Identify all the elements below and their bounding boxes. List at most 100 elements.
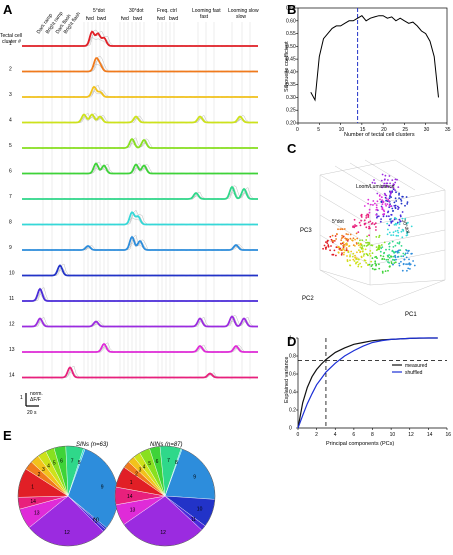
pca-point	[389, 265, 391, 267]
pca-point	[385, 197, 388, 200]
pie-wedge-label: 12	[64, 530, 70, 536]
pca-point	[345, 249, 348, 252]
pie-wedge-label: 8	[78, 460, 81, 466]
pca-point	[354, 254, 356, 257]
pca-point	[333, 249, 336, 252]
pca-point	[365, 226, 368, 229]
pca-point	[383, 182, 386, 185]
dir-fwd-2: fwd	[121, 16, 129, 22]
pca-point	[380, 200, 383, 203]
pca-point	[352, 258, 355, 261]
pca-point	[382, 184, 385, 187]
pie-wedge-label: 10	[93, 517, 99, 523]
pca-point	[368, 252, 371, 255]
pca-point	[363, 219, 366, 222]
pca-point	[365, 215, 368, 217]
pca-point	[375, 264, 377, 267]
chart-d-xtick-label: 8	[371, 432, 374, 438]
legend-measured: measured	[405, 363, 427, 369]
pca-point	[356, 261, 359, 263]
pca-point	[395, 258, 397, 261]
pca-point	[382, 200, 385, 203]
panel-c-letter: C	[287, 141, 297, 156]
pca-point	[388, 254, 390, 256]
pca-point	[384, 270, 387, 272]
pca-point	[410, 252, 413, 255]
pie-wedge-label: 1	[31, 484, 34, 490]
pca-point	[354, 224, 356, 226]
stim-looming-fast: Looming fast	[192, 8, 221, 14]
pca-point	[355, 232, 358, 235]
pca-point	[369, 220, 372, 223]
cluster-id: 8	[9, 220, 12, 226]
pca-point	[371, 257, 374, 260]
pca-point	[388, 231, 391, 234]
chart-d-series-measured	[297, 337, 438, 429]
chart-d-xtick-label: 2	[315, 432, 318, 438]
chart-b-xtick-label: 20	[381, 127, 387, 133]
pca-point	[346, 243, 348, 246]
pca-point	[359, 243, 362, 246]
pca-point	[396, 242, 399, 244]
pca-point	[374, 268, 377, 271]
chart-b-series-line	[310, 15, 439, 102]
pca-point	[402, 263, 405, 266]
pie-wedge-label: 13	[130, 508, 136, 514]
cluster-id: 13	[9, 347, 15, 353]
pca-point	[386, 185, 389, 188]
pca-point	[368, 227, 370, 230]
pca-point	[373, 223, 376, 226]
pca-point	[384, 203, 387, 205]
pie-outline	[114, 445, 216, 547]
cluster-mean-trace	[22, 185, 258, 200]
pca-point	[345, 233, 348, 235]
pca-point	[352, 225, 355, 228]
pca-point	[375, 204, 378, 207]
pca-point	[341, 234, 343, 237]
pca-point	[340, 239, 343, 242]
pie-wedge-label: 4	[47, 463, 50, 469]
pca-point	[337, 251, 340, 254]
chart-d-ytick-label: 0.8	[289, 354, 296, 360]
pca-point	[382, 255, 385, 258]
row-header-line2: cluster #	[2, 39, 21, 45]
panel-c: C PC3 PC2 PC1 Loom/Luminance 5°dot 30°do…	[287, 141, 446, 318]
pca-point	[333, 240, 336, 242]
pca-point	[354, 256, 356, 259]
pca-point	[392, 234, 395, 237]
pca-point	[395, 250, 397, 253]
pca-annot-loom: Loom/Luminance	[356, 184, 395, 190]
chart-d-ytick-label: 0.4	[289, 390, 296, 396]
pca-point	[399, 220, 402, 223]
pca-point	[396, 205, 399, 208]
pca-point	[390, 234, 392, 237]
pca-point	[398, 249, 400, 252]
pca-point	[391, 207, 394, 210]
pca-point	[394, 197, 397, 200]
pca-point	[378, 267, 381, 270]
cluster-id: 6	[9, 169, 12, 175]
pca-point	[376, 257, 378, 259]
pca-point	[379, 220, 382, 223]
cluster-mean-trace	[22, 342, 258, 353]
pca-point	[388, 256, 391, 259]
pca-point	[390, 196, 392, 199]
pie-wedge-label: 6	[60, 459, 63, 465]
pca-point	[387, 198, 390, 201]
stim-looming-fast-2: fast	[200, 14, 209, 20]
pca-point	[405, 196, 408, 198]
pca-point	[398, 218, 401, 221]
cluster-mean-trace	[22, 30, 258, 47]
pca-point	[371, 267, 374, 270]
pie-wedge-label: 13	[34, 510, 40, 516]
cluster-mean-trace	[22, 57, 258, 73]
pca-point	[392, 255, 395, 258]
pca-point	[362, 255, 365, 257]
pca-point	[383, 210, 386, 213]
chart-b-ytick-label: 0.60	[286, 18, 296, 24]
pie-wedge-label: 3	[42, 467, 45, 473]
chart-d-ylabel: Explained variance	[284, 357, 290, 403]
pca-point	[393, 204, 396, 207]
pca-point	[400, 260, 402, 263]
